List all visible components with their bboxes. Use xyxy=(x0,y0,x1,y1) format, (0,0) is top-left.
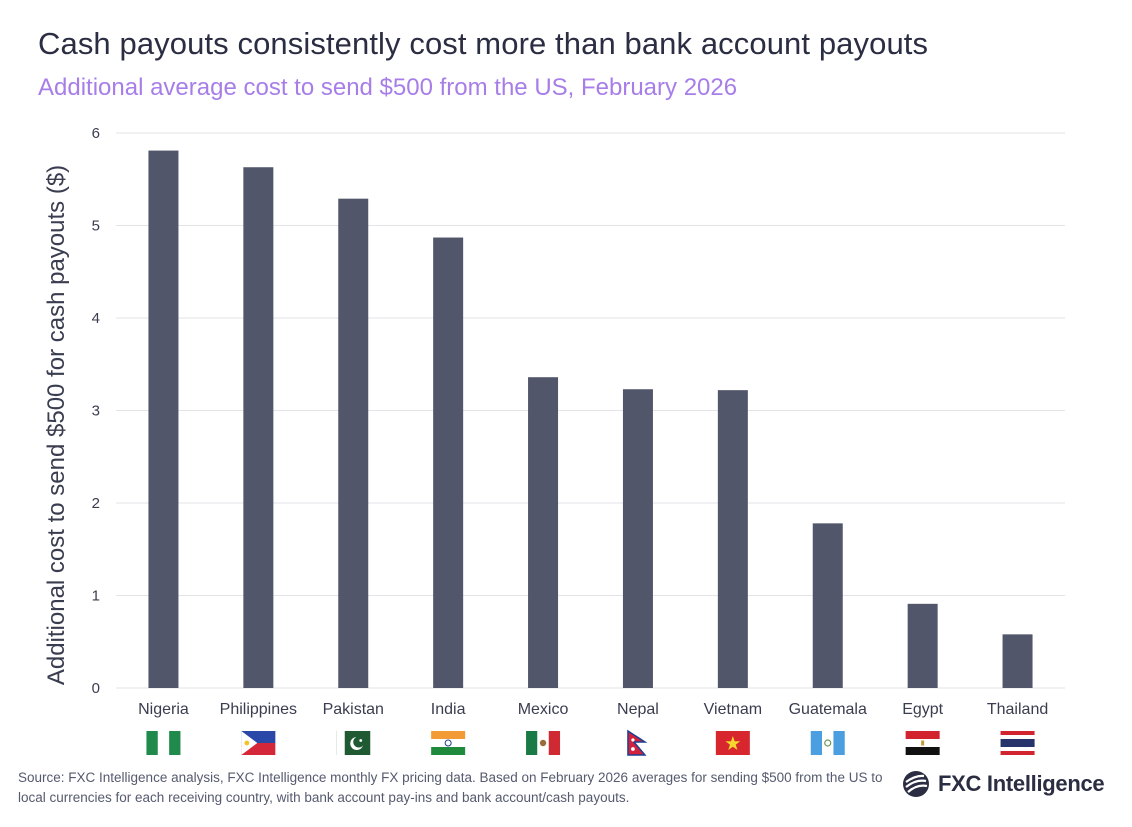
bars xyxy=(148,150,1033,689)
x-tick-label: Nepal xyxy=(617,701,659,718)
bar-guatemala xyxy=(812,523,843,688)
y-tick-label: 4 xyxy=(92,310,100,327)
y-tick-label: 2 xyxy=(92,495,100,512)
y-tick-label: 5 xyxy=(92,218,100,235)
bar-thailand xyxy=(1002,634,1033,688)
flags xyxy=(146,729,1035,756)
guatemala-flag-icon xyxy=(810,731,845,755)
y-axis-ticks: 0 1 2 3 4 5 6 xyxy=(92,125,100,697)
gridlines xyxy=(116,132,1065,689)
x-tick-label: Egypt xyxy=(902,701,943,718)
y-tick-label: 6 xyxy=(92,125,100,142)
x-tick-label: Guatemala xyxy=(789,701,867,718)
x-axis-ticks: Nigeria Philippines Pakistan India Mexico Nep… xyxy=(138,701,1048,718)
mexico-flag-icon xyxy=(526,731,561,755)
chart-subtitle: Additional average cost to send $500 fro… xyxy=(38,74,738,101)
x-tick-label: Thailand xyxy=(987,701,1048,718)
vietnam-flag-icon xyxy=(715,731,750,755)
bar-pakistan xyxy=(338,198,369,689)
y-axis-label: Additional cost to send $500 for cash pa… xyxy=(43,165,70,685)
x-tick-label: Vietnam xyxy=(704,701,762,718)
nigeria-flag-icon xyxy=(146,731,181,755)
fxc-logo: FXC Intelligence xyxy=(902,770,1105,798)
bar-nepal xyxy=(622,389,653,688)
bar-nigeria xyxy=(148,150,179,688)
x-tick-label: Nigeria xyxy=(138,701,189,718)
bar-india xyxy=(433,237,464,688)
bar-mexico xyxy=(528,377,559,688)
india-flag-icon xyxy=(431,731,466,755)
x-tick-label: India xyxy=(431,701,466,718)
egypt-flag-icon xyxy=(905,731,940,755)
philippines-flag-icon xyxy=(241,731,276,755)
x-tick-label: Philippines xyxy=(220,701,297,718)
y-tick-label: 1 xyxy=(92,588,100,605)
fxc-logo-icon xyxy=(903,771,929,797)
bar-vietnam xyxy=(717,390,748,688)
y-tick-label: 3 xyxy=(92,403,100,420)
nepal-flag-icon xyxy=(627,729,648,756)
x-tick-label: Mexico xyxy=(518,701,569,718)
bar-philippines xyxy=(243,167,274,689)
chart-title: Cash payouts consistently cost more than… xyxy=(38,26,929,61)
source-note: Source: FXC Intelligence analysis, FXC I… xyxy=(18,770,883,805)
y-tick-label: 0 xyxy=(92,680,100,697)
x-tick-label: Pakistan xyxy=(323,701,384,718)
fxc-logo-text: FXC Intelligence xyxy=(938,771,1105,796)
bar-egypt xyxy=(907,603,938,688)
pakistan-flag-icon xyxy=(336,731,371,755)
thailand-flag-icon xyxy=(1000,731,1035,755)
